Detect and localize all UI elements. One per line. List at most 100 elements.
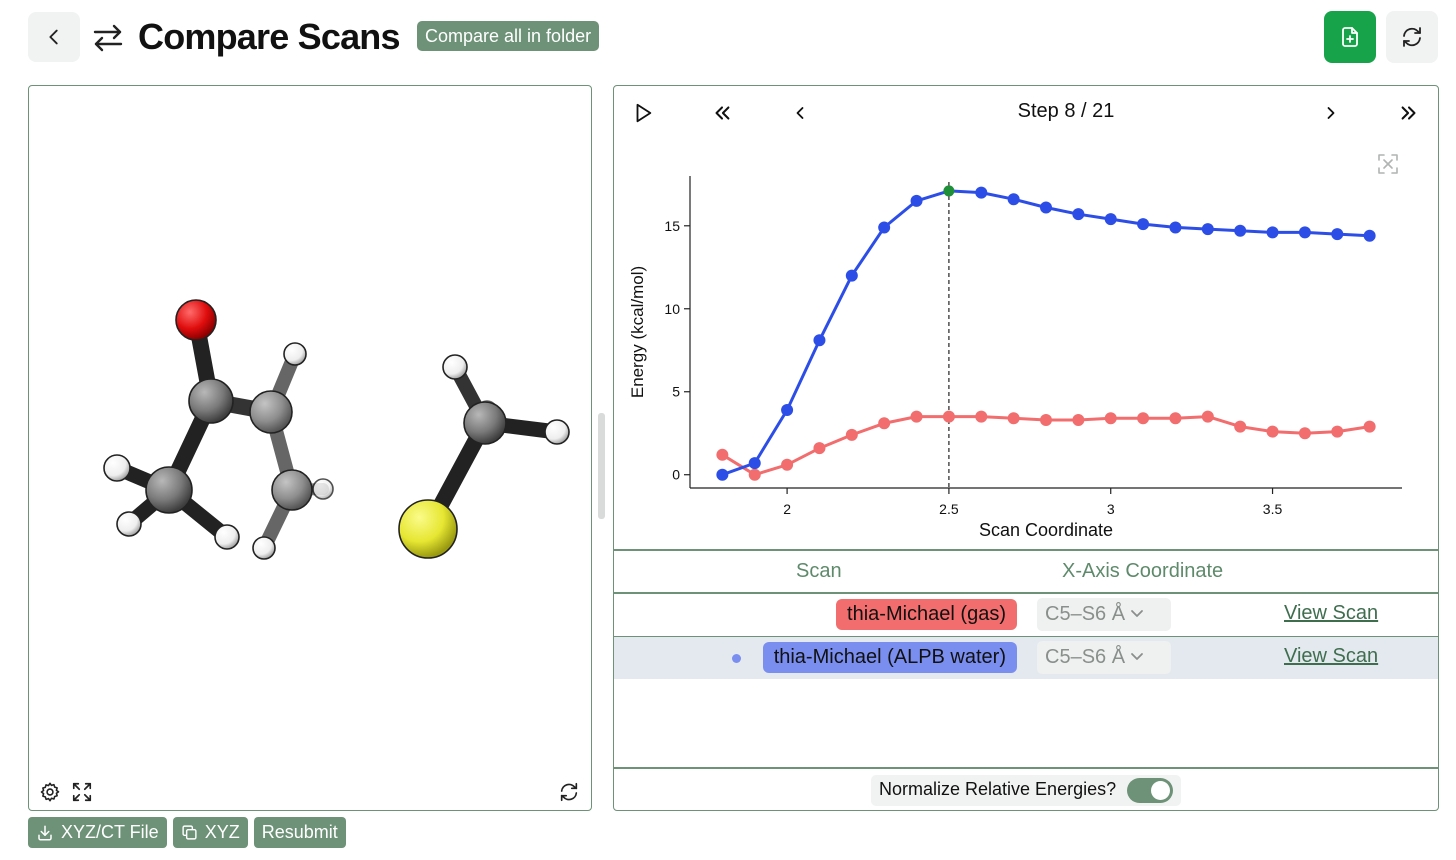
series-0-point xyxy=(1007,412,1020,425)
selected-indicator-dot xyxy=(732,654,741,663)
copy-icon xyxy=(182,825,197,840)
toggle-knob xyxy=(1151,781,1170,800)
series-1-point xyxy=(1137,218,1150,231)
series-1-point xyxy=(716,468,729,481)
series-0-point xyxy=(878,417,891,430)
chevron-down-icon xyxy=(1131,653,1143,660)
coordinate-value: C5–S6 Å xyxy=(1045,646,1126,668)
series-0-point xyxy=(1331,425,1344,438)
series-0-point xyxy=(1040,413,1052,426)
series-1-point xyxy=(845,269,858,282)
chevron-left-icon xyxy=(796,107,804,119)
molecule-3d-view[interactable] xyxy=(29,86,591,810)
series-1-point xyxy=(1104,213,1117,226)
download-icon xyxy=(38,825,52,840)
x-tick-label: 2 xyxy=(783,501,791,517)
series-0-point xyxy=(845,428,858,441)
series-0-point xyxy=(1072,413,1085,426)
copy-xyz-button[interactable]: XYZ xyxy=(172,817,248,848)
copy-label: XYZ xyxy=(204,822,240,842)
resubmit-label: Resubmit xyxy=(261,822,338,842)
series-0-point xyxy=(1298,427,1311,440)
series-0-point xyxy=(781,458,794,471)
series-1-point xyxy=(878,221,891,234)
last-step-button[interactable] xyxy=(1394,98,1424,128)
x-axis-label: Scan Coordinate xyxy=(979,520,1113,540)
y-tick-label: 0 xyxy=(672,467,680,483)
next-step-button[interactable] xyxy=(1316,98,1346,128)
energy-chart[interactable]: 0 5 10 15 2 2.5 3 3.5 Scan Coordinate Energy (k… xyxy=(614,86,1439,546)
column-header-scan: Scan xyxy=(796,560,842,582)
gear-icon[interactable] xyxy=(37,779,63,805)
series-1-point xyxy=(1234,224,1247,237)
download-xyz-ct-button[interactable]: XYZ/CT File xyxy=(28,817,167,848)
series-1-point xyxy=(1201,223,1214,236)
view-scan-link[interactable]: View Scan xyxy=(1284,645,1379,667)
panel-resize-handle[interactable] xyxy=(598,413,605,519)
x-tick-label: 3 xyxy=(1107,501,1115,517)
y-axis-label: Energy (kcal/mol) xyxy=(628,266,647,398)
new-file-button[interactable] xyxy=(1324,11,1376,63)
x-tick-label: 2.5 xyxy=(939,501,959,517)
series-1-point xyxy=(1169,221,1182,234)
series-0-point xyxy=(1201,410,1214,423)
refresh-button[interactable] xyxy=(1386,11,1438,63)
normalize-control: Normalize Relative Energies? xyxy=(871,775,1181,806)
compare-all-in-folder-button[interactable]: Compare all in folder xyxy=(417,21,600,51)
coordinate-value: C5–S6 Å xyxy=(1045,603,1126,625)
table-row[interactable]: thia-Michael (gas) C5–S6 Å View Scan xyxy=(614,594,1438,636)
series-0-point xyxy=(910,410,923,423)
series-1-point xyxy=(1040,201,1052,214)
normalize-toggle[interactable] xyxy=(1127,778,1173,803)
series-1-point xyxy=(781,404,794,416)
footer-divider xyxy=(614,767,1438,769)
y-tick-label: 5 xyxy=(672,384,680,400)
series-0-point xyxy=(716,448,729,461)
series-0-point xyxy=(813,442,826,455)
series-1-point xyxy=(975,186,988,199)
page-title: Compare Scans xyxy=(138,16,401,57)
series-1-point xyxy=(1363,229,1376,242)
expand-chart-button[interactable] xyxy=(1376,152,1402,178)
series-1-point xyxy=(910,194,923,207)
scan-name-pill: thia-Michael (ALPB water) xyxy=(762,642,1017,673)
first-step-button[interactable] xyxy=(707,98,737,128)
series-1-point xyxy=(813,334,826,347)
refresh-icon xyxy=(1403,27,1421,47)
download-label: XYZ/CT File xyxy=(61,822,159,842)
series-1-point xyxy=(943,185,955,197)
play-button[interactable] xyxy=(628,98,658,128)
scan-name-pill: thia-Michael (gas) xyxy=(836,599,1017,630)
molecule-viewer-panel[interactable] xyxy=(28,85,592,811)
viewer-action-bar: XYZ/CT File XYZ Resubmit xyxy=(28,817,346,848)
chevron-down-icon xyxy=(1131,610,1143,617)
normalize-label: Normalize Relative Energies? xyxy=(879,779,1117,799)
chevrons-right-icon xyxy=(1401,106,1416,120)
chevron-left-icon xyxy=(49,29,58,45)
expand-icon xyxy=(1378,154,1398,174)
series-0-point xyxy=(1137,412,1150,425)
series-1-point xyxy=(748,457,761,470)
table-row-selected[interactable]: thia-Michael (ALPB water) C5–S6 Å View S… xyxy=(614,637,1438,679)
resubmit-button[interactable]: Resubmit xyxy=(253,817,346,848)
play-icon xyxy=(636,103,652,123)
expand-icon[interactable] xyxy=(69,779,95,805)
series-1-point xyxy=(1072,208,1085,221)
coordinate-select[interactable]: C5–S6 Å xyxy=(1037,598,1171,631)
coordinate-select[interactable]: C5–S6 Å xyxy=(1037,641,1171,674)
column-header-coordinate: X-Axis Coordinate xyxy=(1062,560,1224,582)
series-1-point xyxy=(1007,193,1020,206)
series-0-point xyxy=(975,410,988,423)
step-indicator: Step 8 / 21 xyxy=(1017,100,1115,122)
chart-axes: 0 5 10 15 2 2.5 3 3.5 xyxy=(664,176,1402,517)
refresh-icon[interactable] xyxy=(556,779,582,805)
back-button[interactable] xyxy=(28,12,80,62)
series-1-point xyxy=(1331,228,1344,241)
view-scan-link[interactable]: View Scan xyxy=(1284,602,1379,624)
x-tick-label: 3.5 xyxy=(1263,501,1283,517)
series-0-point xyxy=(942,410,955,423)
series-1-point xyxy=(1266,226,1279,239)
series-0-point xyxy=(1169,412,1182,425)
prev-step-button[interactable] xyxy=(785,98,815,128)
series-0-point xyxy=(1266,425,1279,438)
